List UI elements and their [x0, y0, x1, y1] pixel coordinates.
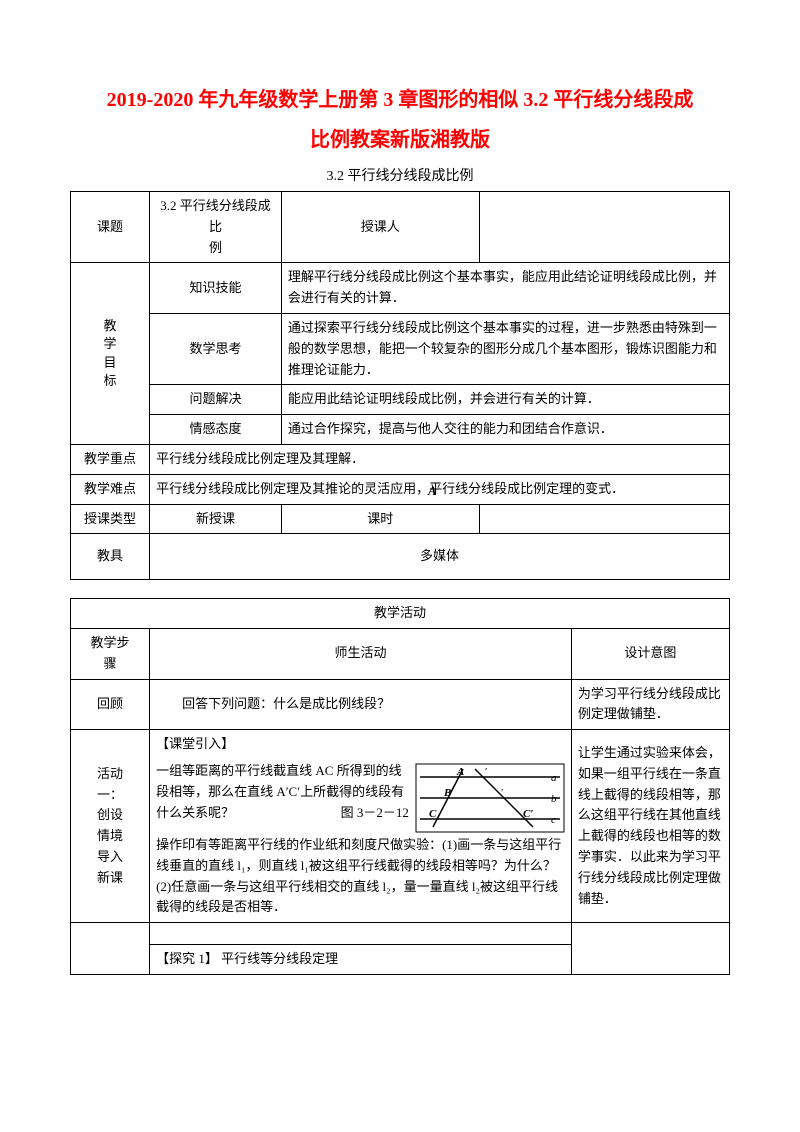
table-row [71, 923, 730, 945]
value-taidu: 通过合作探究，提高与他人交往的能力和团结合作意识． [281, 415, 729, 445]
step-review: 回顾 [71, 679, 150, 730]
table-row: 情感态度 通过合作探究，提高与他人交往的能力和团结合作意识． [71, 415, 730, 445]
col-intent: 设计意图 [571, 628, 729, 679]
intent-review: 为学习平行线分线段成比例定理做铺垫． [571, 679, 729, 730]
svg-text:b: b [551, 793, 557, 805]
activity-review-text: 回答下列问题：什么是成比例线段？ [156, 694, 390, 715]
table-row: 问题解决 能应用此结论证明线段成比例，并会进行有关的计算． [71, 385, 730, 415]
value-sikao: 通过探索平行线分线段成比例这个基本事实的过程，进一步熟悉由特殊到一般的数学思想，… [281, 313, 729, 384]
teaching-activity-table: 教学活动 教学步 骤 师生活动 设计意图 回顾 回答下列问题：什么是成比例线段？… [70, 598, 730, 975]
label-jiejue: 问题解决 [150, 385, 282, 415]
svg-text:B: B [443, 787, 451, 799]
table-gap [70, 580, 730, 598]
activity-act1: 【课堂引入】 A ′ B [150, 730, 572, 923]
svg-text:C′: C′ [523, 808, 533, 820]
step-empty [71, 923, 150, 975]
svg-text:′: ′ [485, 766, 487, 778]
intent-empty [571, 923, 729, 975]
lesson-plan-header-table: 课题 3.2 平行线分线段成比 例 授课人 教 学 目 标 知识技能 理解平行线… [70, 191, 730, 580]
table-row: 教具 多媒体 [71, 534, 730, 580]
table-row: 教学重点 平行线分线段成比例定理及其理解． [71, 444, 730, 474]
step-act1: 活动 一： 创设 情境 导入 新课 [71, 730, 150, 923]
parallel-lines-diagram: A ′ B ′ C C′ a b c [415, 763, 565, 833]
lead-in: 【课堂引入】 [156, 734, 565, 755]
activity-review: 回答下列问题：什么是成比例线段？ [150, 679, 572, 730]
svg-text:C: C [429, 808, 437, 820]
label-nandian: 教学难点 [71, 474, 150, 504]
table-row: 课题 3.2 平行线分线段成比 例 授课人 [71, 192, 730, 263]
label-zhishi: 知识技能 [150, 263, 282, 314]
table-row: 数学思考 通过探索平行线分线段成比例这个基本事实的过程，进一步熟悉由特殊到一般的… [71, 313, 730, 384]
col-step: 教学步 骤 [71, 628, 150, 679]
svg-text:A: A [456, 766, 464, 778]
para2: 操作印有等距离平行线的作业纸和刻度尺做实验：(1)画一条与这组平行线垂直的直线 … [156, 835, 565, 918]
header-activity: 教学活动 [71, 599, 730, 629]
value-nandian-text: 平行线分线段成比例定理及其推论的灵活应用，平行线分线段成比例定理的变式． [156, 481, 624, 496]
value-jiaoju: 多媒体 [150, 534, 730, 580]
value-zhongdian: 平行线分线段成比例定理及其理解． [150, 444, 730, 474]
table-row: 教 学 目 标 知识技能 理解平行线分线段成比例这个基本事实，能应用此结论证明线… [71, 263, 730, 314]
doc-title: 2019-2020 年九年级数学上册第 3 章图形的相似 3.2 平行线分线段成… [70, 80, 730, 160]
value-keti: 3.2 平行线分线段成比 例 [150, 192, 282, 263]
value-nandian: 平行线分线段成比例定理及其推论的灵活应用，平行线分线段成比例定理的变式． A [150, 474, 730, 504]
svg-text:′: ′ [501, 787, 503, 799]
label-zhongdian: 教学重点 [71, 444, 150, 474]
table-row: 活动 一： 创设 情境 导入 新课 【课堂引入】 A [71, 730, 730, 923]
activity-tanjiu: 【探究 1】 平行线等分线段定理 [150, 945, 572, 975]
svg-text:c: c [551, 814, 556, 826]
value-zhishi: 理解平行线分线段成比例这个基本事实，能应用此结论证明线段成比例，并会进行有关的计… [281, 263, 729, 314]
table-row: 教学活动 [71, 599, 730, 629]
fig-caption: 图 3－2－12 [341, 803, 409, 824]
letter-A: A [428, 481, 437, 502]
label-objectives: 教 学 目 标 [71, 263, 150, 445]
svg-text:a: a [551, 772, 557, 784]
value-jiejue: 能应用此结论证明线段成比例，并会进行有关的计算． [281, 385, 729, 415]
label-keshi: 课时 [281, 504, 479, 534]
label-jiaoju: 教具 [71, 534, 150, 580]
col-activity: 师生活动 [150, 628, 572, 679]
label-leixing: 授课类型 [71, 504, 150, 534]
value-leixing: 新授课 [150, 504, 282, 534]
table-row: 授课类型 新授课 课时 [71, 504, 730, 534]
title-line2: 比例教案新版湘教版 [310, 129, 490, 151]
label-keti: 课题 [71, 192, 150, 263]
value-keshi [479, 504, 729, 534]
value-shouke [479, 192, 729, 263]
label-sikao: 数学思考 [150, 313, 282, 384]
activity-empty [150, 923, 572, 945]
para-with-diagram: A ′ B ′ C C′ a b c 一组等距离的平行线截直线 AC 所得到的线… [156, 761, 565, 835]
title-line1: 2019-2020 年九年级数学上册第 3 章图形的相似 3.2 平行线分线段成 [107, 89, 694, 111]
table-row: 教学步 骤 师生活动 设计意图 [71, 628, 730, 679]
page: 2019-2020 年九年级数学上册第 3 章图形的相似 3.2 平行线分线段成… [0, 0, 800, 1132]
intent-act1: 让学生通过实验来体会，如果一组平行线在一条直线上截得的线段相等，那么这组平行线在… [571, 730, 729, 923]
label-shouke: 授课人 [281, 192, 479, 263]
section-number: 3.2 平行线分线段成比例 [70, 166, 730, 187]
label-taidu: 情感态度 [150, 415, 282, 445]
table-row: 教学难点 平行线分线段成比例定理及其推论的灵活应用，平行线分线段成比例定理的变式… [71, 474, 730, 504]
table-row: 回顾 回答下列问题：什么是成比例线段？ 为学习平行线分线段成比例定理做铺垫． [71, 679, 730, 730]
